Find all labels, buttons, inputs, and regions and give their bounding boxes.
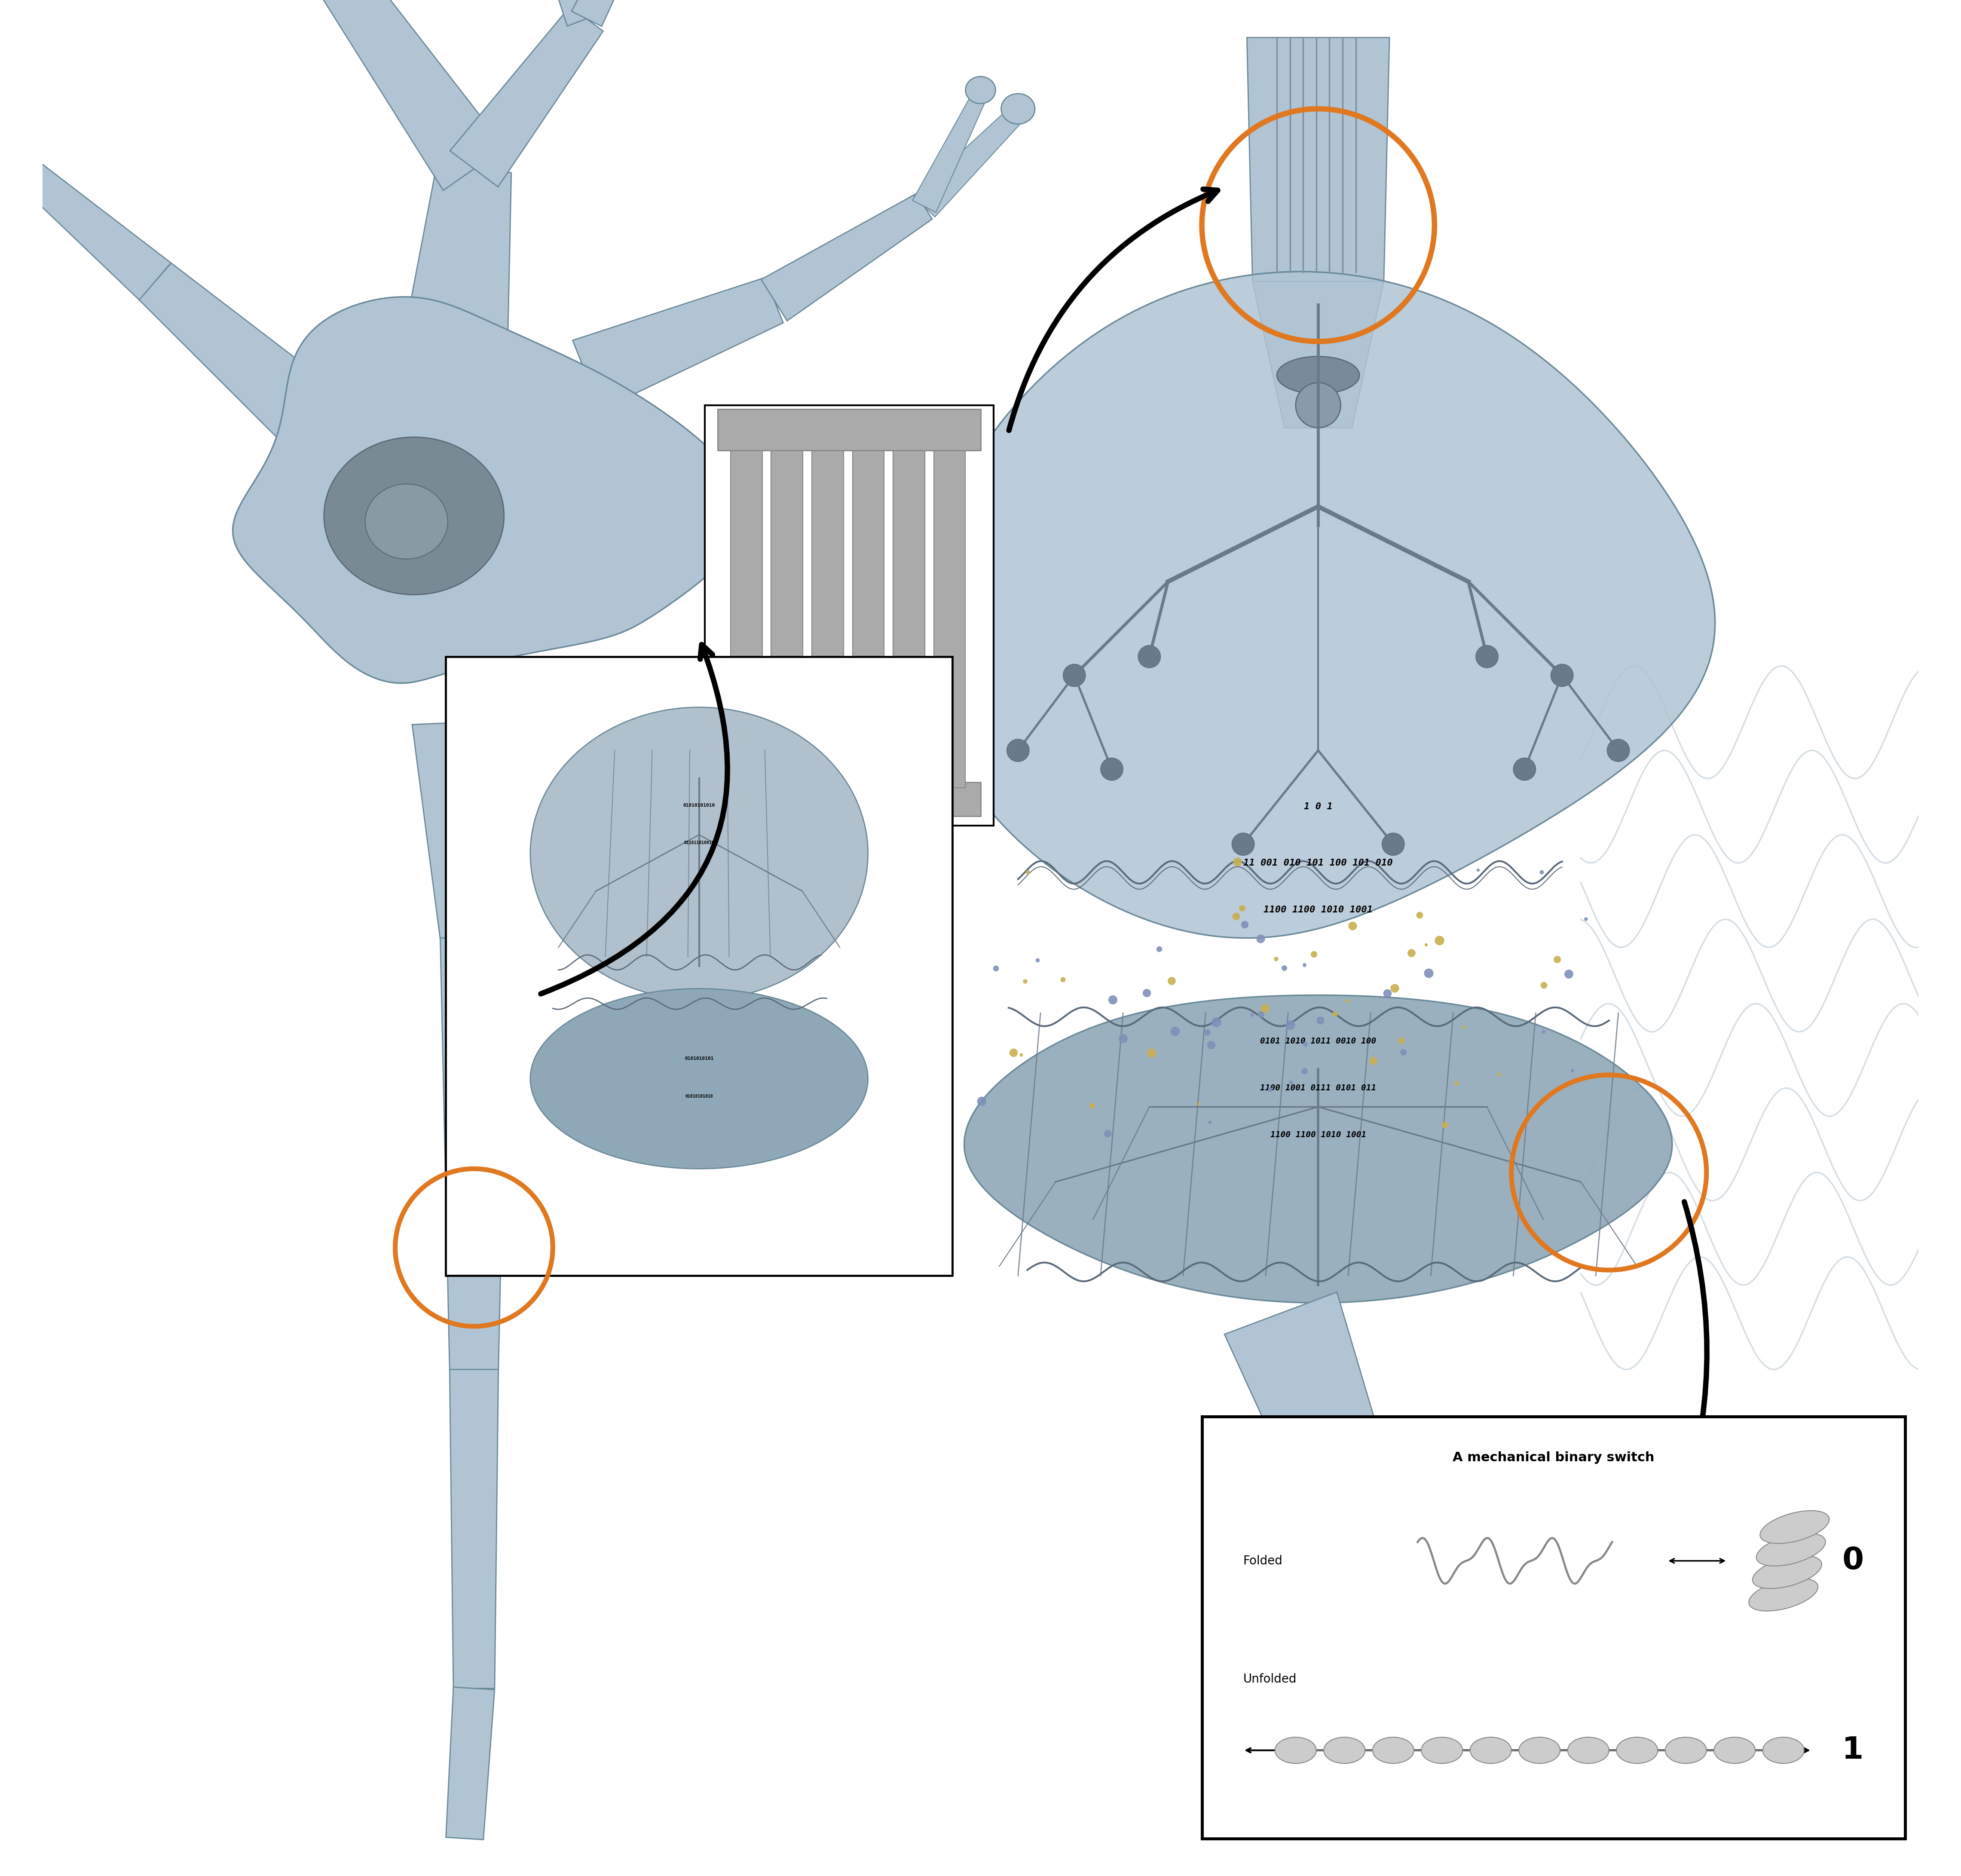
Polygon shape (965, 994, 1673, 1302)
Polygon shape (518, 0, 606, 26)
Bar (933, 450, 965, 788)
Ellipse shape (1763, 1737, 1804, 1763)
Ellipse shape (1422, 1737, 1463, 1763)
Bar (812, 450, 843, 788)
Ellipse shape (1608, 739, 1630, 762)
Polygon shape (412, 720, 518, 940)
Polygon shape (404, 165, 512, 353)
Ellipse shape (1232, 833, 1255, 855)
Ellipse shape (1002, 94, 1035, 124)
Ellipse shape (1324, 1737, 1365, 1763)
Polygon shape (139, 263, 329, 441)
Polygon shape (14, 158, 171, 300)
FancyArrowPatch shape (1683, 1203, 1706, 1493)
Ellipse shape (1277, 356, 1359, 394)
Polygon shape (1253, 281, 1384, 428)
Polygon shape (571, 0, 673, 26)
Ellipse shape (1714, 1737, 1755, 1763)
Ellipse shape (1753, 1555, 1822, 1589)
Polygon shape (322, 0, 504, 189)
Ellipse shape (365, 484, 447, 559)
Ellipse shape (1567, 1737, 1608, 1763)
Bar (892, 450, 926, 788)
Polygon shape (439, 938, 508, 1369)
Bar (853, 450, 884, 788)
Ellipse shape (1006, 739, 1030, 762)
Ellipse shape (1373, 1737, 1414, 1763)
Bar (771, 450, 802, 788)
Polygon shape (445, 1687, 494, 1840)
Bar (892, 450, 926, 788)
Ellipse shape (1616, 1737, 1657, 1763)
Text: Folded: Folded (1243, 1555, 1282, 1566)
Ellipse shape (1520, 1737, 1561, 1763)
Text: 0101010101: 0101010101 (684, 1056, 714, 1060)
Bar (445, 657, 953, 1276)
Bar (853, 450, 884, 788)
Text: 1100 1001 0111 0101 011: 1100 1001 0111 0101 011 (1261, 1084, 1377, 1092)
Bar (771, 450, 802, 788)
Bar (718, 782, 980, 816)
Text: 01010101010: 01010101010 (684, 1094, 714, 1097)
Polygon shape (0, 68, 33, 180)
Ellipse shape (1137, 645, 1161, 668)
Text: 1100 1100 1010 1001: 1100 1100 1010 1001 (1263, 906, 1373, 914)
Text: 0101 1010 1011 0010 100: 0101 1010 1011 0010 100 (1261, 1037, 1377, 1045)
Text: 1 0 1: 1 0 1 (1304, 803, 1333, 810)
Polygon shape (233, 296, 745, 683)
Ellipse shape (1665, 1737, 1706, 1763)
Text: 1100 1100 1010 1001: 1100 1100 1010 1001 (1271, 1131, 1367, 1139)
Polygon shape (573, 278, 782, 411)
Bar (731, 450, 763, 788)
Ellipse shape (1275, 1737, 1316, 1763)
Text: 011011010010: 011011010010 (684, 840, 714, 844)
Text: 1: 1 (1841, 1735, 1863, 1765)
Ellipse shape (1477, 645, 1498, 668)
Ellipse shape (1063, 664, 1086, 687)
Bar (1202, 1416, 1906, 1838)
Polygon shape (1288, 1454, 1433, 1735)
Text: 01010101010: 01010101010 (682, 803, 716, 807)
Bar (933, 450, 965, 788)
FancyArrowPatch shape (1010, 189, 1218, 430)
Ellipse shape (1551, 664, 1573, 687)
Ellipse shape (1100, 758, 1124, 780)
Text: A mechanical binary switch: A mechanical binary switch (1453, 1452, 1655, 1463)
Bar (731, 450, 763, 788)
Polygon shape (529, 707, 869, 1000)
Ellipse shape (1296, 383, 1341, 428)
Ellipse shape (1514, 758, 1535, 780)
Ellipse shape (324, 437, 504, 595)
Ellipse shape (1757, 1533, 1826, 1566)
Polygon shape (529, 989, 869, 1169)
Bar (718, 409, 980, 450)
Bar (718, 409, 980, 450)
Text: 0: 0 (1841, 1546, 1863, 1576)
Polygon shape (761, 193, 931, 321)
Ellipse shape (965, 77, 996, 103)
Polygon shape (922, 272, 1716, 938)
Polygon shape (914, 105, 1026, 218)
Polygon shape (912, 90, 986, 212)
Polygon shape (1253, 281, 1384, 375)
Ellipse shape (1471, 1737, 1512, 1763)
Bar (704, 405, 994, 825)
Ellipse shape (1761, 1510, 1830, 1544)
Ellipse shape (1383, 833, 1404, 855)
Text: Unfolded: Unfolded (1243, 1673, 1296, 1685)
Polygon shape (1247, 38, 1390, 281)
Ellipse shape (1749, 1578, 1818, 1611)
FancyArrowPatch shape (541, 645, 728, 994)
Polygon shape (1224, 1293, 1383, 1480)
Polygon shape (449, 1369, 498, 1688)
Bar (812, 450, 843, 788)
Polygon shape (449, 6, 604, 188)
Text: 11 001 010 101 100 101 010: 11 001 010 101 100 101 010 (1243, 859, 1392, 867)
